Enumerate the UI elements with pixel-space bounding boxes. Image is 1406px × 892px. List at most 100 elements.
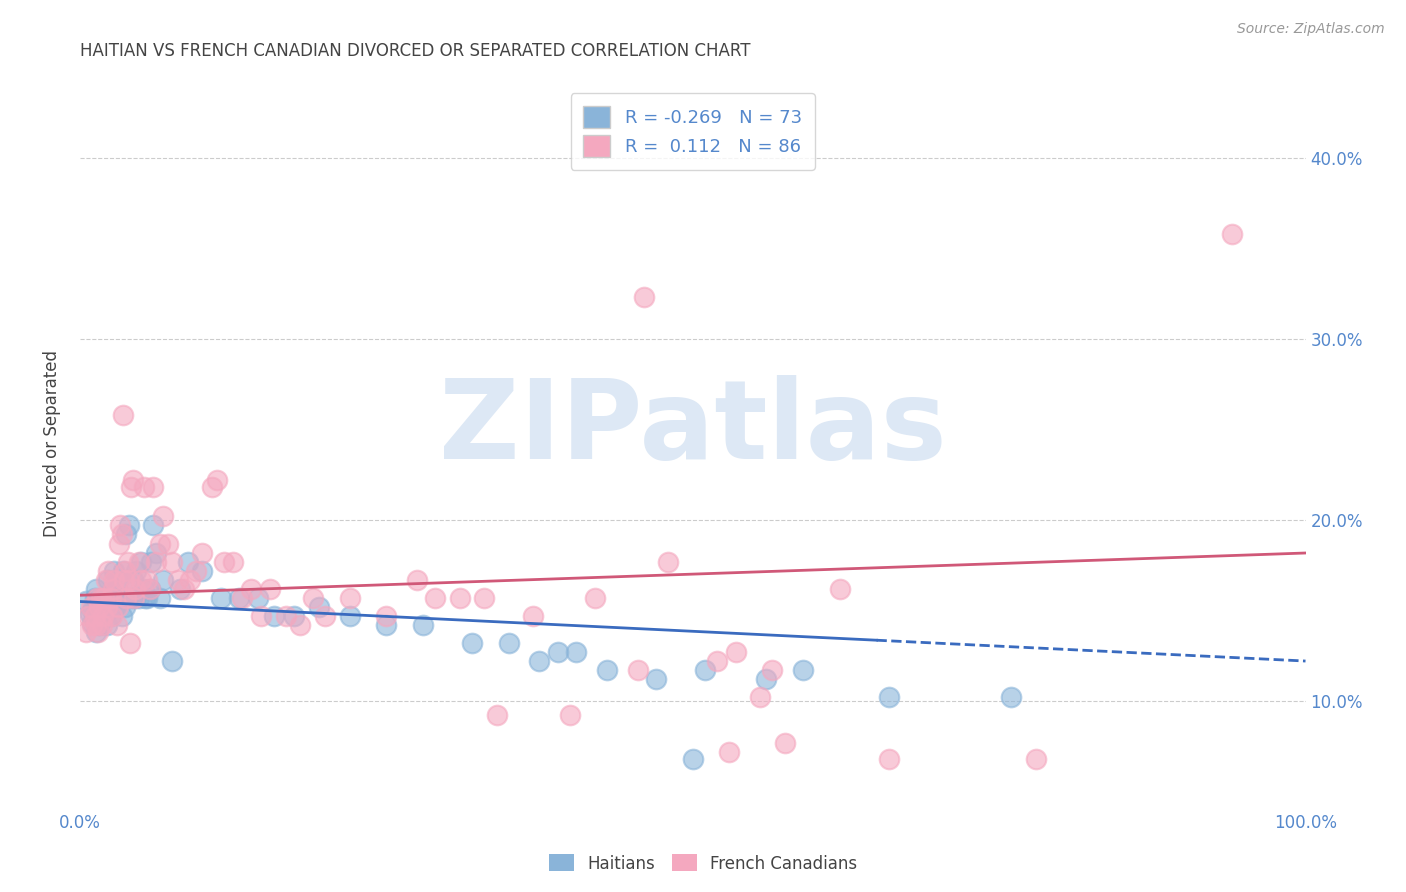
- Point: [128, 591, 150, 605]
- Point: [80, 599, 103, 614]
- Point: [82, 616, 104, 631]
- Point: [645, 672, 668, 686]
- Point: [314, 608, 336, 623]
- Point: [121, 473, 143, 487]
- Legend: Haitians, French Canadians: Haitians, French Canadians: [543, 847, 863, 880]
- Point: [179, 573, 201, 587]
- Point: [118, 573, 141, 587]
- Point: [122, 591, 145, 605]
- Point: [205, 473, 228, 487]
- Point: [565, 645, 588, 659]
- Point: [128, 555, 150, 569]
- Point: [101, 582, 124, 596]
- Point: [121, 573, 143, 587]
- Point: [461, 636, 484, 650]
- Point: [75, 625, 97, 640]
- Point: [111, 564, 134, 578]
- Point: [259, 582, 281, 596]
- Point: [167, 573, 190, 587]
- Point: [100, 591, 122, 605]
- Point: [1220, 227, 1243, 241]
- Y-axis label: Divorced or Separated: Divorced or Separated: [44, 350, 60, 537]
- Point: [169, 582, 191, 596]
- Point: [101, 582, 124, 596]
- Point: [93, 599, 115, 614]
- Point: [877, 690, 900, 705]
- Point: [93, 591, 115, 605]
- Point: [263, 608, 285, 623]
- Point: [145, 555, 167, 569]
- Point: [90, 618, 112, 632]
- Point: [626, 663, 648, 677]
- Point: [84, 618, 107, 632]
- Point: [160, 654, 183, 668]
- Point: [77, 608, 100, 623]
- Point: [339, 591, 361, 605]
- Point: [246, 591, 269, 605]
- Point: [110, 518, 132, 533]
- Point: [148, 591, 170, 605]
- Point: [152, 509, 174, 524]
- Point: [138, 582, 160, 596]
- Point: [250, 608, 273, 623]
- Point: [828, 582, 851, 596]
- Point: [87, 608, 110, 623]
- Point: [100, 608, 122, 623]
- Point: [283, 608, 305, 623]
- Point: [792, 663, 814, 677]
- Point: [201, 480, 224, 494]
- Point: [693, 663, 716, 677]
- Point: [110, 608, 132, 623]
- Point: [94, 573, 117, 587]
- Point: [120, 636, 142, 650]
- Text: Source: ZipAtlas.com: Source: ZipAtlas.com: [1237, 22, 1385, 37]
- Point: [96, 599, 118, 614]
- Point: [82, 618, 104, 632]
- Point: [485, 708, 508, 723]
- Point: [87, 625, 110, 640]
- Point: [191, 545, 214, 559]
- Point: [124, 591, 146, 605]
- Point: [301, 591, 323, 605]
- Point: [103, 573, 125, 587]
- Point: [97, 573, 120, 587]
- Text: HAITIAN VS FRENCH CANADIAN DIVORCED OR SEPARATED CORRELATION CHART: HAITIAN VS FRENCH CANADIAN DIVORCED OR S…: [80, 42, 751, 60]
- Point: [129, 573, 152, 587]
- Point: [105, 591, 128, 605]
- Point: [108, 591, 131, 605]
- Point: [91, 608, 114, 623]
- Point: [877, 752, 900, 766]
- Point: [100, 591, 122, 605]
- Point: [682, 752, 704, 766]
- Point: [1000, 690, 1022, 705]
- Point: [96, 618, 118, 632]
- Point: [107, 599, 129, 614]
- Point: [755, 672, 778, 686]
- Point: [136, 591, 159, 605]
- Point: [104, 599, 127, 614]
- Point: [110, 527, 132, 541]
- Point: [82, 603, 104, 617]
- Point: [107, 573, 129, 587]
- Point: [90, 591, 112, 605]
- Point: [115, 527, 138, 541]
- Point: [138, 582, 160, 596]
- Point: [90, 599, 112, 614]
- Point: [498, 636, 520, 650]
- Point: [139, 555, 162, 569]
- Point: [120, 480, 142, 494]
- Point: [97, 564, 120, 578]
- Point: [1025, 752, 1047, 766]
- Point: [83, 608, 105, 623]
- Point: [472, 591, 495, 605]
- Point: [84, 582, 107, 596]
- Point: [103, 564, 125, 578]
- Point: [558, 708, 581, 723]
- Point: [112, 573, 135, 587]
- Point: [117, 555, 139, 569]
- Point: [114, 599, 136, 614]
- Point: [89, 599, 111, 614]
- Point: [706, 654, 728, 668]
- Point: [134, 591, 156, 605]
- Point: [228, 591, 250, 605]
